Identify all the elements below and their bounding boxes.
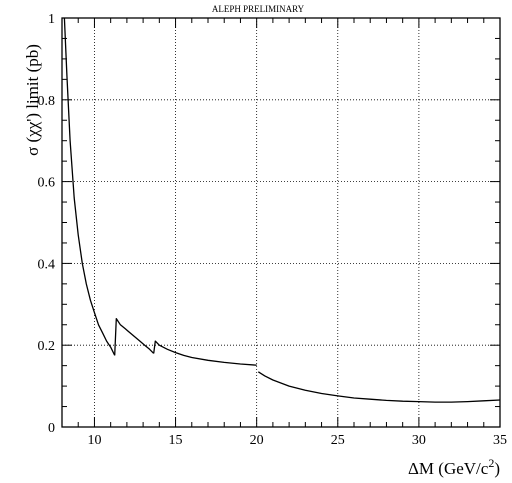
axis-ticks (61, 17, 501, 428)
y-tick-label: 1 (48, 12, 55, 27)
y-axis-title: σ (χχ') limit (pb) (23, 44, 42, 156)
x-tick-label: 30 (412, 433, 426, 448)
limit-curve-segment (63, 17, 116, 356)
y-tick-label: 0.2 (38, 339, 56, 354)
x-tick-label: 25 (331, 433, 345, 448)
x-tick-label: 15 (169, 433, 183, 448)
x-axis-title: ΔM (GeV/c2) (408, 456, 500, 478)
plot-frame (61, 17, 501, 428)
x-axis-title-superscript: 2 (488, 456, 494, 470)
y-tick-label: 0.6 (38, 176, 56, 191)
curve-layer (63, 17, 501, 403)
x-axis-title-close: ) (494, 459, 500, 478)
y-tick-label: 0 (48, 421, 55, 436)
y-tick-label: 0.4 (38, 257, 56, 272)
limit-curve-segment (114, 317, 155, 356)
tick-labels: 10 15 20 25 30 35 0 0.2 0.4 0.6 0.8 1 (38, 12, 508, 448)
x-tick-label: 35 (493, 433, 507, 448)
x-tick-label: 10 (87, 433, 101, 448)
y-tick-label: 0.8 (38, 94, 56, 109)
limit-curve-segment (257, 371, 501, 403)
grid (62, 18, 500, 427)
x-tick-label: 20 (250, 433, 264, 448)
x-axis-title-main: ΔM (GeV/c (408, 459, 489, 478)
limit-curve-segment (153, 340, 257, 366)
chart-title: ALEPH PRELIMINARY (212, 4, 305, 14)
